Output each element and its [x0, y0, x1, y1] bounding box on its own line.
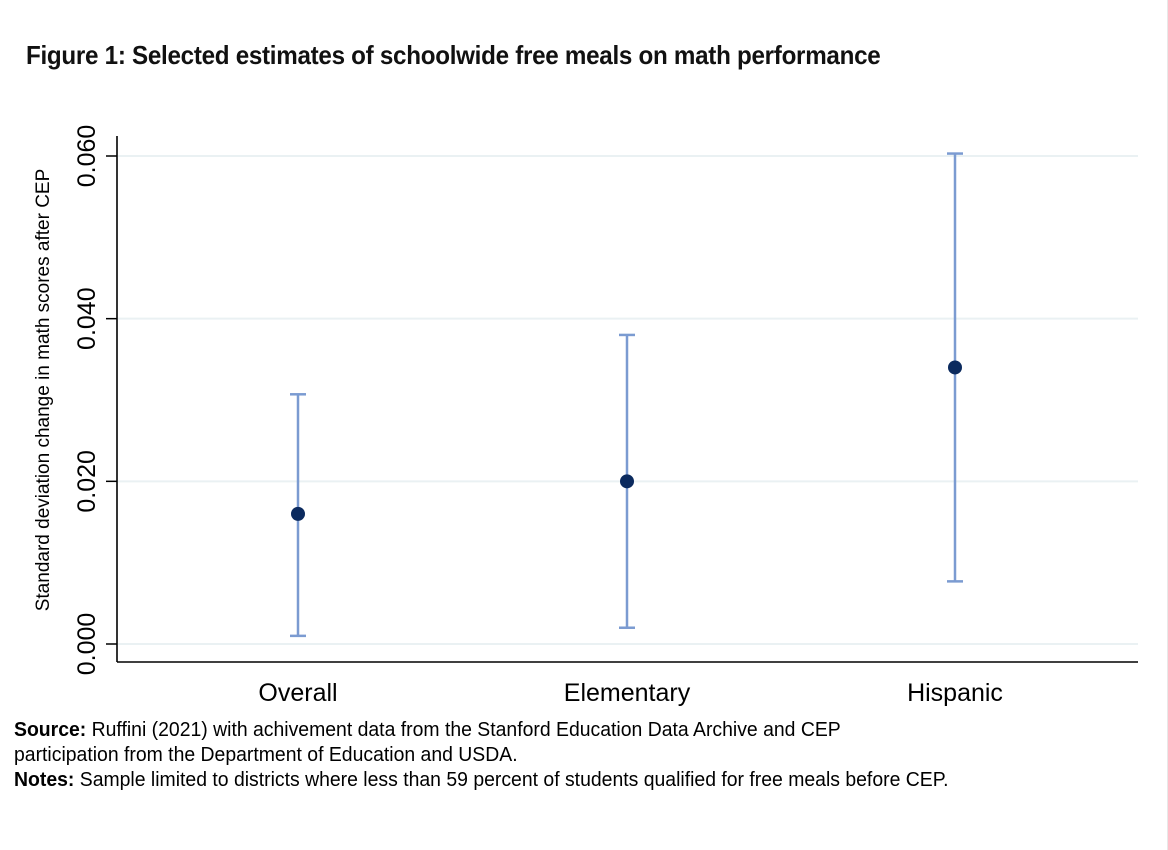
point-estimate [291, 506, 305, 521]
y-ticks: 0.000 0.020 0.040 0.060 [73, 125, 117, 676]
x-tick-labels: Overall Elementary Hispanic [258, 679, 1003, 707]
x-tick-label: Hispanic [907, 679, 1003, 707]
source-line-2: participation from the Department of Edu… [14, 744, 518, 766]
y-tick-label: 0.000 [73, 613, 101, 676]
figure-notes: Source: Ruffini (2021) with achivement d… [14, 718, 1139, 793]
source-text: Ruffini (2021) with achivement data from… [86, 719, 841, 741]
notes-text: Sample limited to districts where less t… [74, 769, 949, 791]
source-line-1: Source: Ruffini (2021) with achivement d… [14, 718, 1139, 743]
y-axis-label: Standard deviation change in math scores… [33, 169, 54, 612]
chart-area: 0.000 0.020 0.040 0.060 Overall Elementary Hi… [33, 125, 1138, 707]
source-label: Source: [14, 719, 87, 741]
axes [116, 136, 1138, 663]
y-tick-label: 0.060 [73, 125, 101, 188]
chart-title: Figure 1: Selected estimates of schoolwi… [26, 40, 881, 70]
notes-label: Notes: [14, 769, 75, 791]
data-marks [290, 152, 963, 638]
notes-line: Notes: Sample limited to districts where… [14, 768, 1139, 793]
point-estimate [948, 360, 962, 375]
y-tick-label: 0.040 [73, 287, 101, 350]
point-estimate [620, 474, 634, 489]
x-tick-label: Overall [258, 679, 337, 707]
y-tick-label: 0.020 [73, 450, 101, 513]
x-tick-label: Elementary [564, 679, 691, 707]
